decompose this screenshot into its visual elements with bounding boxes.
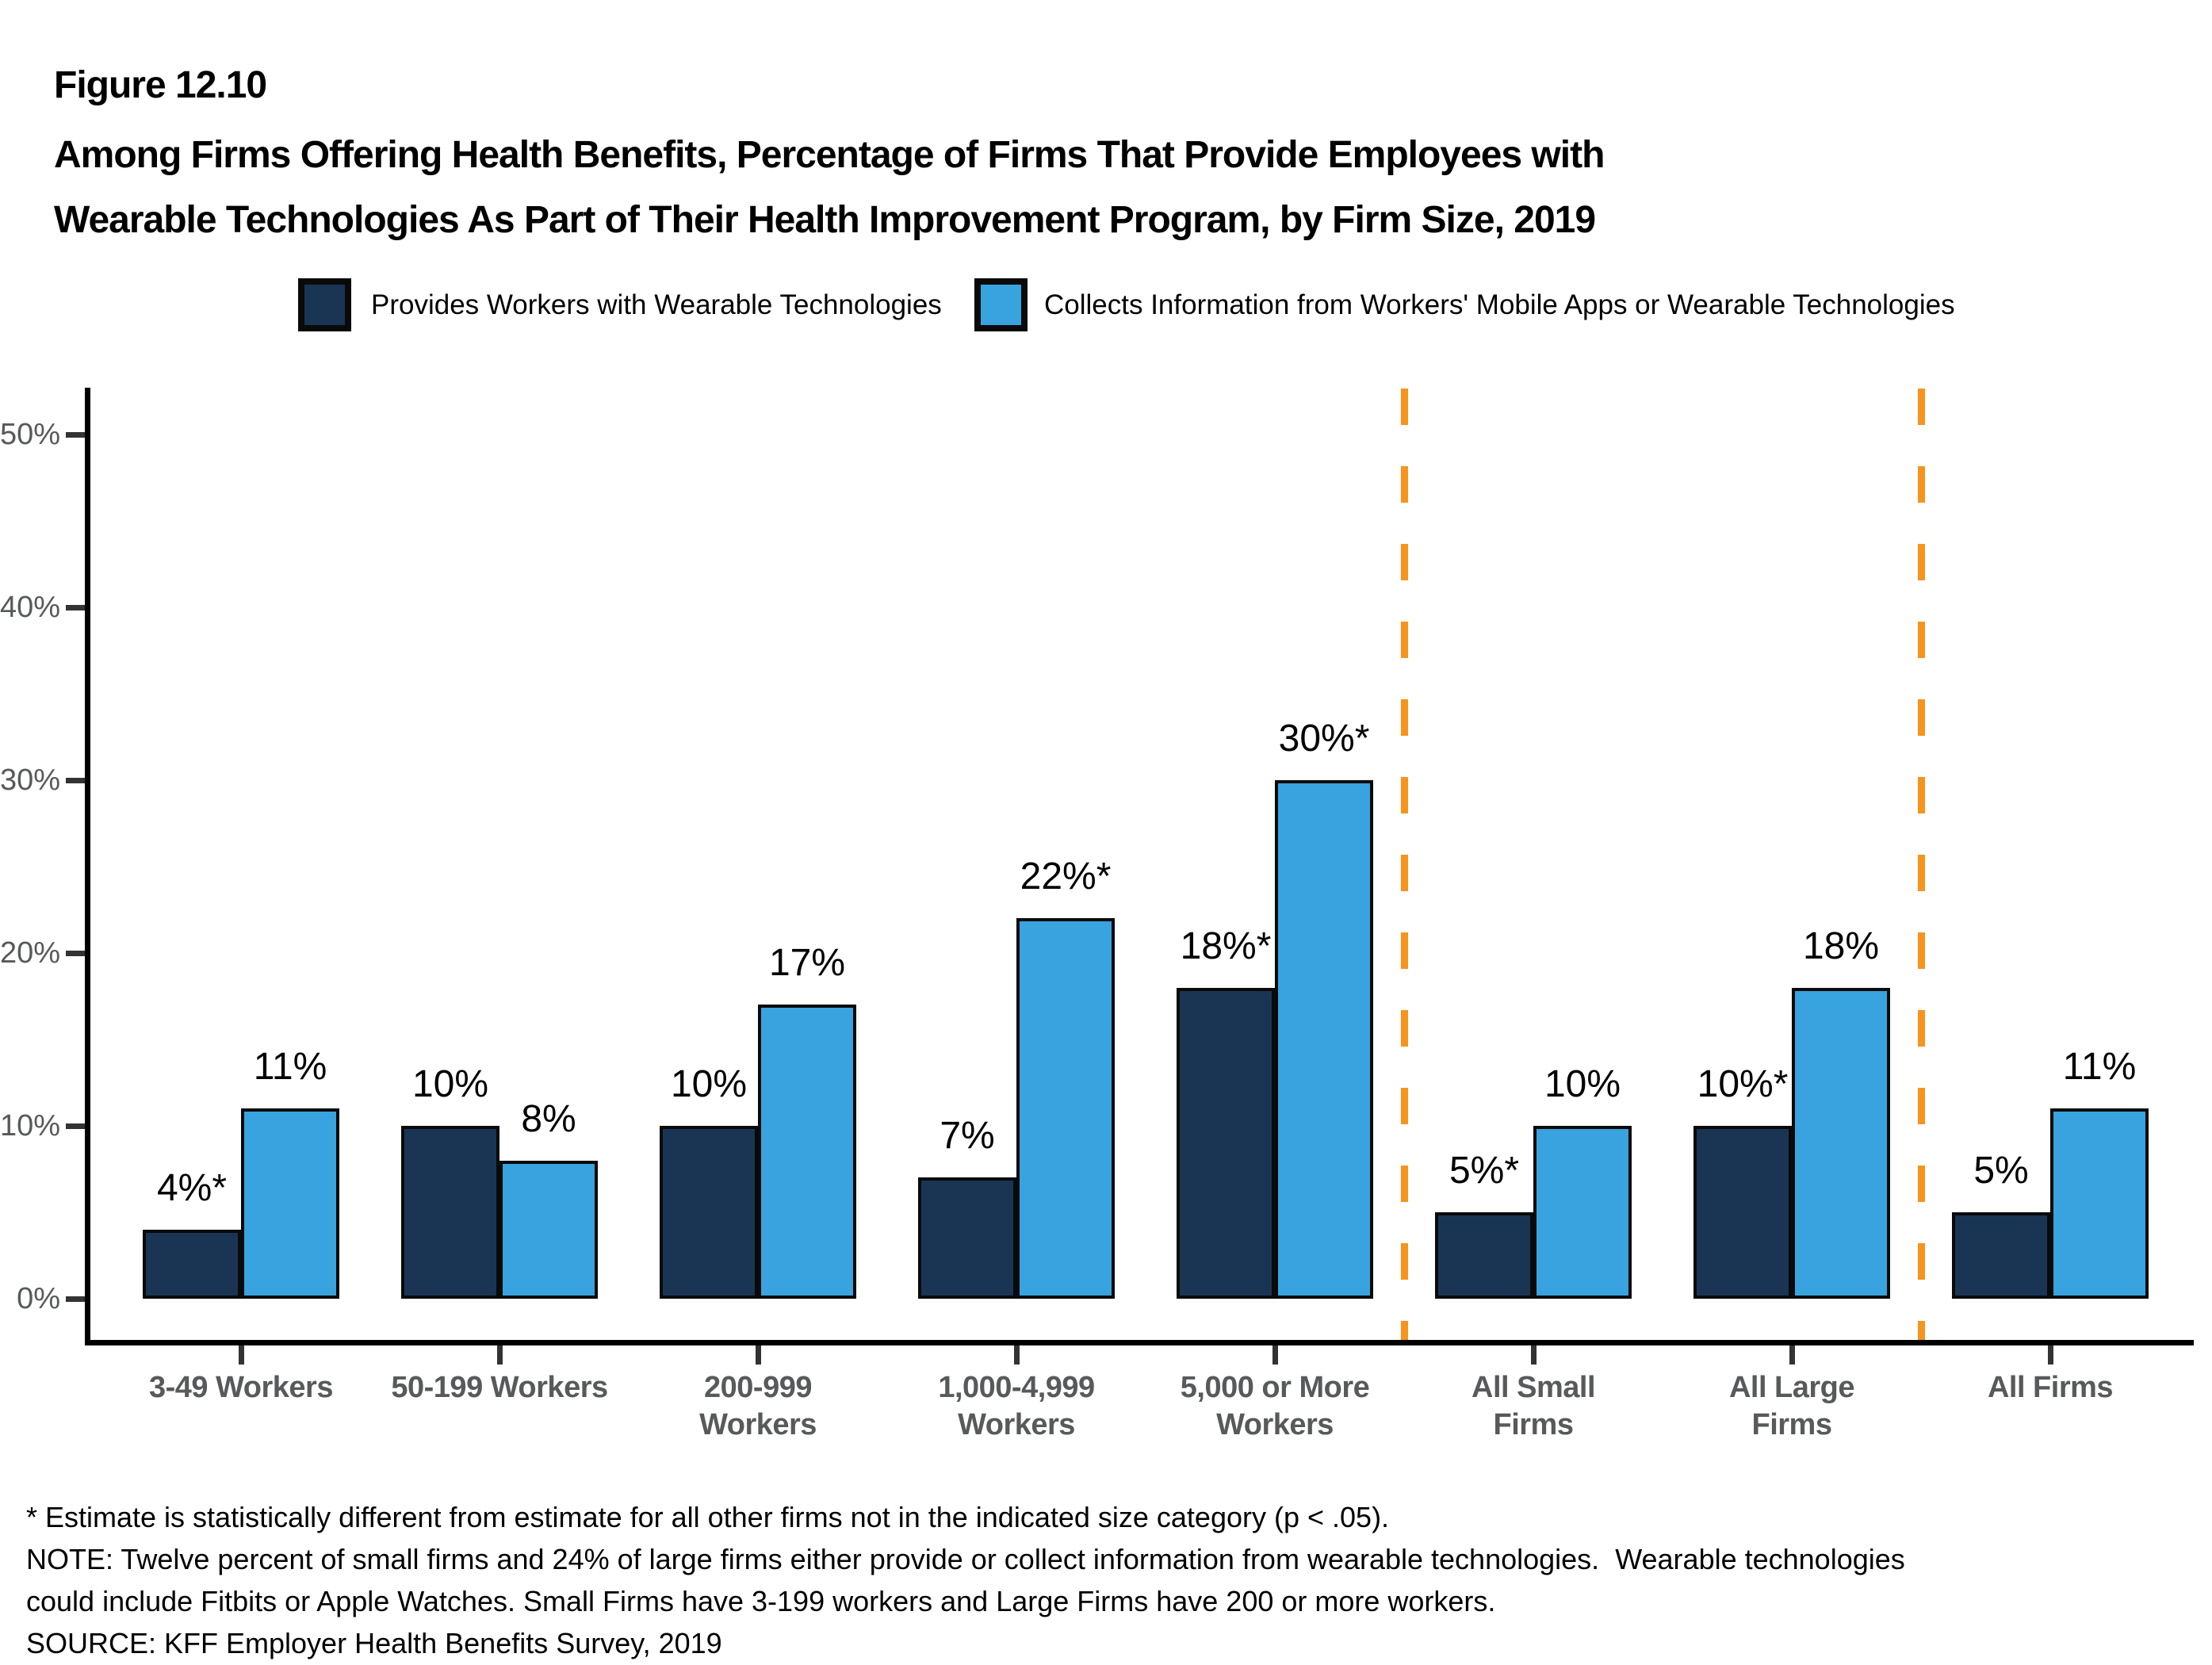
- x-axis-label-all-large-firms: All Large Firms: [1663, 1369, 1921, 1444]
- x-axis-label-1-000-4-999-workers: 1,000-4,999 Workers: [887, 1369, 1146, 1444]
- bar-collects-50-199-workers: [499, 1161, 598, 1299]
- x-axis-label-line: Workers: [1216, 1408, 1334, 1441]
- bar-value-label: 22%*: [1020, 855, 1112, 898]
- footnote-source: SOURCE: KFF Employer Health Benefits Sur…: [26, 1627, 722, 1659]
- bar-provides-all-firms: [1952, 1212, 2050, 1299]
- bar-value-label: 10%*: [1697, 1063, 1789, 1105]
- x-axis-label-line: All Firms: [1987, 1371, 2114, 1404]
- bar-value-label: 5%: [1973, 1150, 2029, 1192]
- legend-label-collects: Collects Information from Workers' Mobil…: [1044, 289, 1955, 320]
- x-axis-tick: [239, 1345, 244, 1365]
- x-axis-label-line: Firms: [1493, 1408, 1574, 1441]
- footnote-note-line-1: NOTE: Twelve percent of small firms and …: [26, 1543, 1905, 1575]
- x-axis-label-line: All Large: [1728, 1371, 1855, 1404]
- bar-value-label: 30%*: [1278, 718, 1370, 760]
- x-axis-tick: [756, 1345, 761, 1365]
- bar-collects-3-49-workers: [241, 1108, 339, 1299]
- x-axis-tick: [2048, 1345, 2053, 1365]
- y-axis-tick: [66, 1123, 85, 1129]
- chart-title-line-2: Wearable Technologies As Part of Their H…: [54, 199, 1596, 241]
- figure-number: Figure 12.10: [54, 64, 267, 106]
- group-separator-line: [1918, 388, 1925, 1340]
- bar-value-label: 10%: [1544, 1063, 1621, 1105]
- x-axis-label-50-199-workers: 50-199 Workers: [370, 1369, 629, 1407]
- y-axis-tick: [66, 951, 85, 956]
- bar-value-label: 11%: [253, 1046, 327, 1088]
- x-axis-tick: [497, 1345, 503, 1365]
- bar-value-label: 10%: [670, 1063, 748, 1105]
- x-axis-tick: [1014, 1345, 1020, 1365]
- bar-value-label: 4%*: [156, 1167, 228, 1209]
- x-axis-label-all-firms: All Firms: [1921, 1369, 2179, 1407]
- y-axis-tick-label: 20%: [0, 936, 61, 970]
- x-axis-label-5-000-or-more-workers: 5,000 or More Workers: [1146, 1369, 1404, 1444]
- x-axis-label-200-999-workers: 200-999 Workers: [629, 1369, 887, 1444]
- x-axis-label-line: 3-49 Workers: [149, 1371, 333, 1404]
- bar-value-label: 18%: [1802, 925, 1880, 967]
- y-axis-tick: [66, 432, 85, 438]
- bar-value-label: 11%: [2062, 1046, 2137, 1088]
- footnote-asterisk: * Estimate is statistically different fr…: [26, 1501, 1390, 1533]
- x-axis-tick: [1272, 1345, 1278, 1365]
- group-separator-line: [1401, 388, 1408, 1340]
- bar-collects-all-firms: [2050, 1108, 2149, 1299]
- x-axis-tick: [1789, 1345, 1795, 1365]
- bar-value-label: 10%: [411, 1063, 489, 1105]
- y-axis-tick: [66, 778, 85, 783]
- y-axis-line: [85, 388, 90, 1345]
- x-axis-label-3-49-workers: 3-49 Workers: [112, 1369, 370, 1407]
- bar-provides-3-49-workers: [143, 1230, 241, 1299]
- legend-swatch-collects: [974, 278, 1028, 331]
- x-axis-label-line: 1,000-4,999: [938, 1371, 1095, 1404]
- bar-collects-1-000-4-999-workers: [1016, 918, 1115, 1299]
- bar-provides-1-000-4-999-workers: [918, 1177, 1016, 1299]
- bar-collects-200-999-workers: [758, 1005, 856, 1299]
- x-axis-line: [85, 1340, 2194, 1345]
- bar-value-label: 17%: [768, 942, 846, 984]
- bar-collects-5-000-or-more-workers: [1275, 780, 1373, 1299]
- legend-swatch-provides: [298, 278, 351, 331]
- y-axis-tick-label: 50%: [0, 418, 61, 451]
- bar-collects-all-small-firms: [1533, 1126, 1632, 1299]
- y-axis-tick-label: 10%: [0, 1109, 61, 1143]
- bar-value-label: 8%: [521, 1098, 576, 1140]
- x-axis-label-line: 5,000 or More: [1180, 1371, 1370, 1404]
- bar-value-label: 5%*: [1449, 1150, 1520, 1192]
- x-axis-tick: [1531, 1345, 1537, 1365]
- x-axis-label-all-small-firms: All Small Firms: [1404, 1369, 1663, 1444]
- bar-provides-5-000-or-more-workers: [1177, 988, 1275, 1299]
- x-axis-label-line: Workers: [699, 1408, 817, 1441]
- x-axis-label-line: All Small: [1471, 1371, 1596, 1404]
- bar-provides-all-large-firms: [1693, 1126, 1792, 1299]
- y-axis-tick-label: 0%: [17, 1282, 60, 1315]
- bar-provides-200-999-workers: [660, 1126, 758, 1299]
- footnote-note-line-2: could include Fitbits or Apple Watches. …: [26, 1585, 1496, 1617]
- legend-label-provides: Provides Workers with Wearable Technolog…: [371, 289, 942, 320]
- bar-provides-50-199-workers: [401, 1126, 499, 1299]
- y-axis-tick: [66, 605, 85, 610]
- bar-collects-all-large-firms: [1792, 988, 1890, 1299]
- x-axis-label-line: Workers: [958, 1408, 1075, 1441]
- y-axis-tick: [66, 1296, 85, 1302]
- y-axis-tick-label: 40%: [0, 591, 61, 624]
- x-axis-label-line: Firms: [1751, 1408, 1832, 1441]
- x-axis-label-line: 200-999: [704, 1371, 812, 1404]
- bar-value-label: 7%: [940, 1115, 995, 1157]
- x-axis-label-line: 50-199 Workers: [391, 1371, 608, 1404]
- chart-title-line-1: Among Firms Offering Health Benefits, Pe…: [54, 134, 1605, 176]
- bar-value-label: 18%*: [1180, 925, 1272, 967]
- bar-provides-all-small-firms: [1435, 1212, 1533, 1299]
- y-axis-tick-label: 30%: [0, 764, 61, 797]
